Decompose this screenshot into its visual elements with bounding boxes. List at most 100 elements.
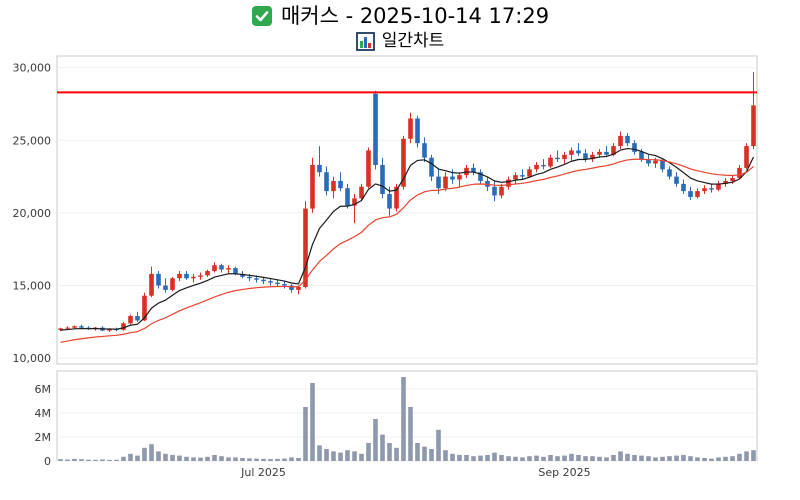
candle [541, 164, 546, 167]
volume-bar [569, 453, 574, 461]
candle [695, 191, 700, 197]
candle [261, 279, 266, 282]
candle [142, 295, 147, 321]
volume-bar [373, 419, 378, 461]
volume-bar [450, 453, 455, 461]
volume-axis-label: 4M [35, 407, 52, 420]
volume-bar [86, 459, 91, 461]
candle [394, 186, 399, 209]
volume-bar [534, 455, 539, 461]
volume-bar [597, 456, 602, 461]
candle [226, 268, 231, 270]
candle [107, 329, 112, 331]
volume-bar [485, 455, 490, 461]
volume-bar [548, 455, 553, 461]
volume-bar [282, 458, 287, 461]
candle [702, 188, 707, 192]
candle [156, 273, 161, 286]
long-ma [60, 158, 754, 343]
candle [240, 273, 245, 277]
candle [625, 135, 630, 144]
candle [366, 150, 371, 187]
x-axis-label: Jul 2025 [240, 466, 286, 479]
candle [548, 157, 553, 167]
candle [555, 157, 560, 160]
candle [457, 175, 462, 180]
candle [478, 172, 483, 181]
candle [247, 276, 252, 279]
volume-bar [177, 455, 182, 461]
volume-bar [128, 453, 133, 461]
title-line: 매커스 - 2025-10-14 17:29 [0, 3, 800, 29]
volume-bar [289, 457, 294, 461]
candle [653, 160, 658, 164]
candle [506, 179, 511, 187]
price-axis-label: 20,000 [13, 207, 52, 220]
candle [163, 285, 168, 290]
volume-bar [737, 453, 742, 461]
volume-bar [541, 456, 546, 461]
candle [660, 160, 665, 170]
volume-bar [646, 456, 651, 461]
candle [128, 316, 133, 324]
volume-bar [506, 456, 511, 461]
volume-bar [604, 457, 609, 461]
volume-bar [240, 458, 245, 461]
candle [373, 93, 378, 165]
candlestick-daily-chart: 30,000 25,000 20,000 15,000 10,000 6M 4M 2M 0 Jul… [0, 54, 800, 486]
candle [303, 208, 308, 287]
volume-bar [114, 459, 119, 461]
volume-bar [436, 429, 441, 461]
volume-bar [513, 456, 518, 461]
candle [674, 176, 679, 184]
volume-bar [366, 443, 371, 461]
volume-bar [65, 459, 70, 461]
candle [268, 281, 273, 283]
volume-bar [520, 457, 525, 461]
volume-bar [149, 444, 154, 461]
volume-bar [422, 446, 427, 461]
volume-axis-label: 2M [35, 431, 52, 444]
volume-bar [527, 456, 532, 461]
candle [716, 183, 721, 190]
volume-bar [205, 456, 210, 461]
green-check-icon [251, 5, 273, 27]
volume-bar [324, 449, 329, 461]
volume-bar [443, 450, 448, 461]
volume-bar [716, 457, 721, 461]
volume-bar [163, 453, 168, 461]
candle [688, 191, 693, 197]
volume-bar [429, 449, 434, 461]
candle [429, 157, 434, 177]
candle [65, 327, 70, 329]
candle [618, 135, 623, 147]
volume-bar [478, 455, 483, 461]
candle [212, 265, 217, 272]
candle [632, 143, 637, 152]
candle [751, 105, 756, 147]
volume-bar [303, 407, 308, 461]
candle [191, 276, 196, 279]
volume-axis-label: 6M [35, 383, 52, 396]
candle [177, 273, 182, 279]
volume-bar [702, 458, 707, 461]
candle [604, 151, 609, 155]
candle [233, 268, 238, 274]
volume-bar [499, 455, 504, 461]
volume-bar [667, 456, 672, 461]
volume-bar [254, 458, 259, 461]
volume-bar [639, 455, 644, 461]
volume-bar [310, 383, 315, 461]
volume-bar [156, 451, 161, 461]
candle [254, 278, 259, 280]
volume-bar [191, 457, 196, 461]
volume-bar [296, 458, 301, 461]
candle [436, 176, 441, 189]
chart-title: 매커스 - 2025-10-14 17:29 [280, 4, 550, 28]
candles [58, 71, 756, 333]
volume-bar [744, 451, 749, 461]
volume-bar [723, 456, 728, 461]
volume-bar [625, 453, 630, 461]
candle [730, 178, 735, 181]
